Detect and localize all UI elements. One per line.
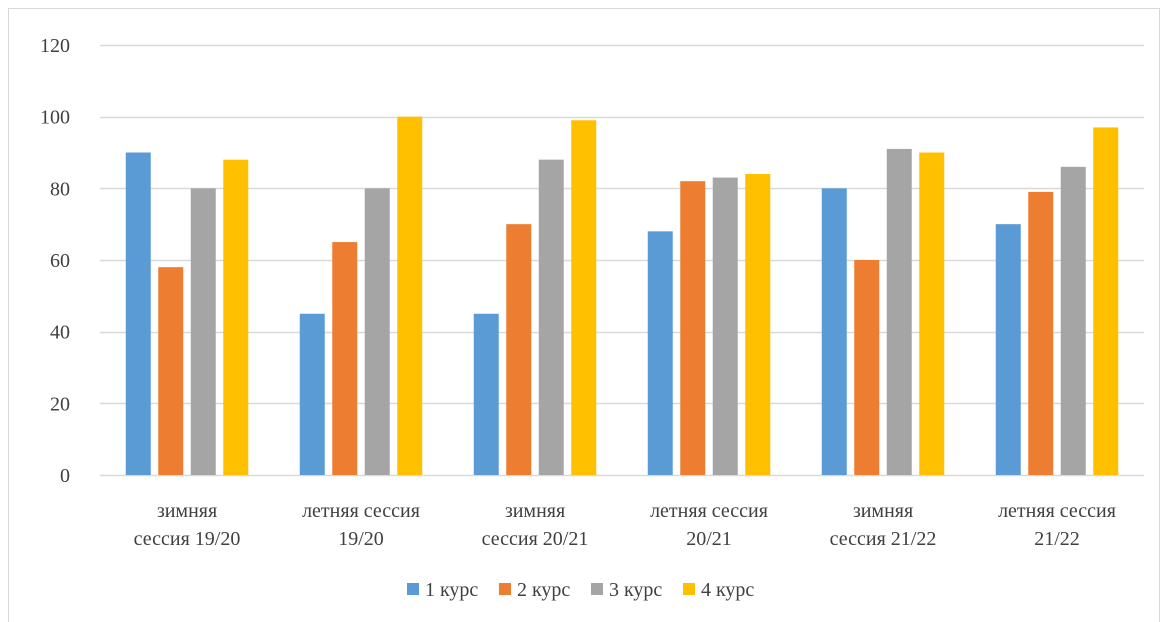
x-category-label: зимняя: [853, 500, 913, 522]
legend-swatch: [591, 583, 603, 595]
x-category-label: сессия 20/21: [482, 528, 589, 550]
x-category-label: 21/22: [1034, 528, 1080, 550]
bar: [919, 152, 945, 475]
bar: [158, 267, 184, 475]
bar: [821, 188, 847, 476]
bar: [125, 152, 151, 475]
y-axis-tick-labels: 0 20 40 60 80 100 120: [40, 35, 70, 487]
bars: [125, 116, 1119, 476]
y-tick-label: 20: [50, 393, 70, 415]
bar: [995, 224, 1021, 475]
legend-label: 4 курс: [701, 579, 754, 601]
x-category-label: летняя сессия: [302, 500, 420, 522]
legend-label: 2 курс: [517, 579, 570, 601]
x-category-label: 20/21: [686, 528, 732, 550]
bar: [886, 148, 912, 475]
bar: [190, 188, 216, 476]
bar: [506, 224, 532, 475]
gridlines: [100, 44, 1144, 477]
y-tick-label: 40: [50, 322, 70, 344]
bar: [223, 159, 249, 475]
bar: [473, 313, 499, 475]
x-category-label: зимняя: [505, 500, 565, 522]
y-tick-label: 80: [50, 178, 70, 200]
bar: [397, 116, 423, 476]
x-category-label: сессия 19/20: [134, 528, 241, 550]
y-tick-label: 60: [50, 250, 70, 272]
bar: [1060, 166, 1086, 476]
bar: [712, 177, 738, 476]
bar: [538, 159, 564, 475]
legend-swatch: [683, 583, 695, 595]
legend-label: 1 курс: [425, 579, 478, 601]
bar: [854, 260, 880, 475]
bar: [680, 181, 706, 475]
legend-swatch: [499, 583, 511, 595]
x-category-label: летняя сессия: [998, 500, 1116, 522]
legend-swatch: [407, 583, 419, 595]
x-category-label: летняя сессия: [650, 500, 768, 522]
x-category-label: 19/20: [338, 528, 384, 550]
y-tick-label: 100: [40, 107, 70, 129]
bar: [1028, 191, 1054, 475]
bar: [332, 242, 358, 475]
legend: 1 курс 2 курс 3 курс 4 курс: [407, 579, 754, 601]
legend-label: 3 курс: [609, 579, 662, 601]
bar: [1093, 127, 1119, 476]
y-tick-label: 120: [40, 35, 70, 57]
x-axis-category-labels: зимняя сессия 19/20 летняя сессия 19/20 зимн…: [134, 500, 1116, 550]
bar: [571, 120, 597, 475]
bar: [364, 188, 390, 476]
bar: [299, 313, 325, 475]
x-category-label: зимняя: [157, 500, 217, 522]
x-category-label: сессия 21/22: [830, 528, 937, 550]
bar: [647, 231, 673, 475]
y-tick-label: 0: [60, 465, 70, 487]
bar: [745, 174, 771, 475]
